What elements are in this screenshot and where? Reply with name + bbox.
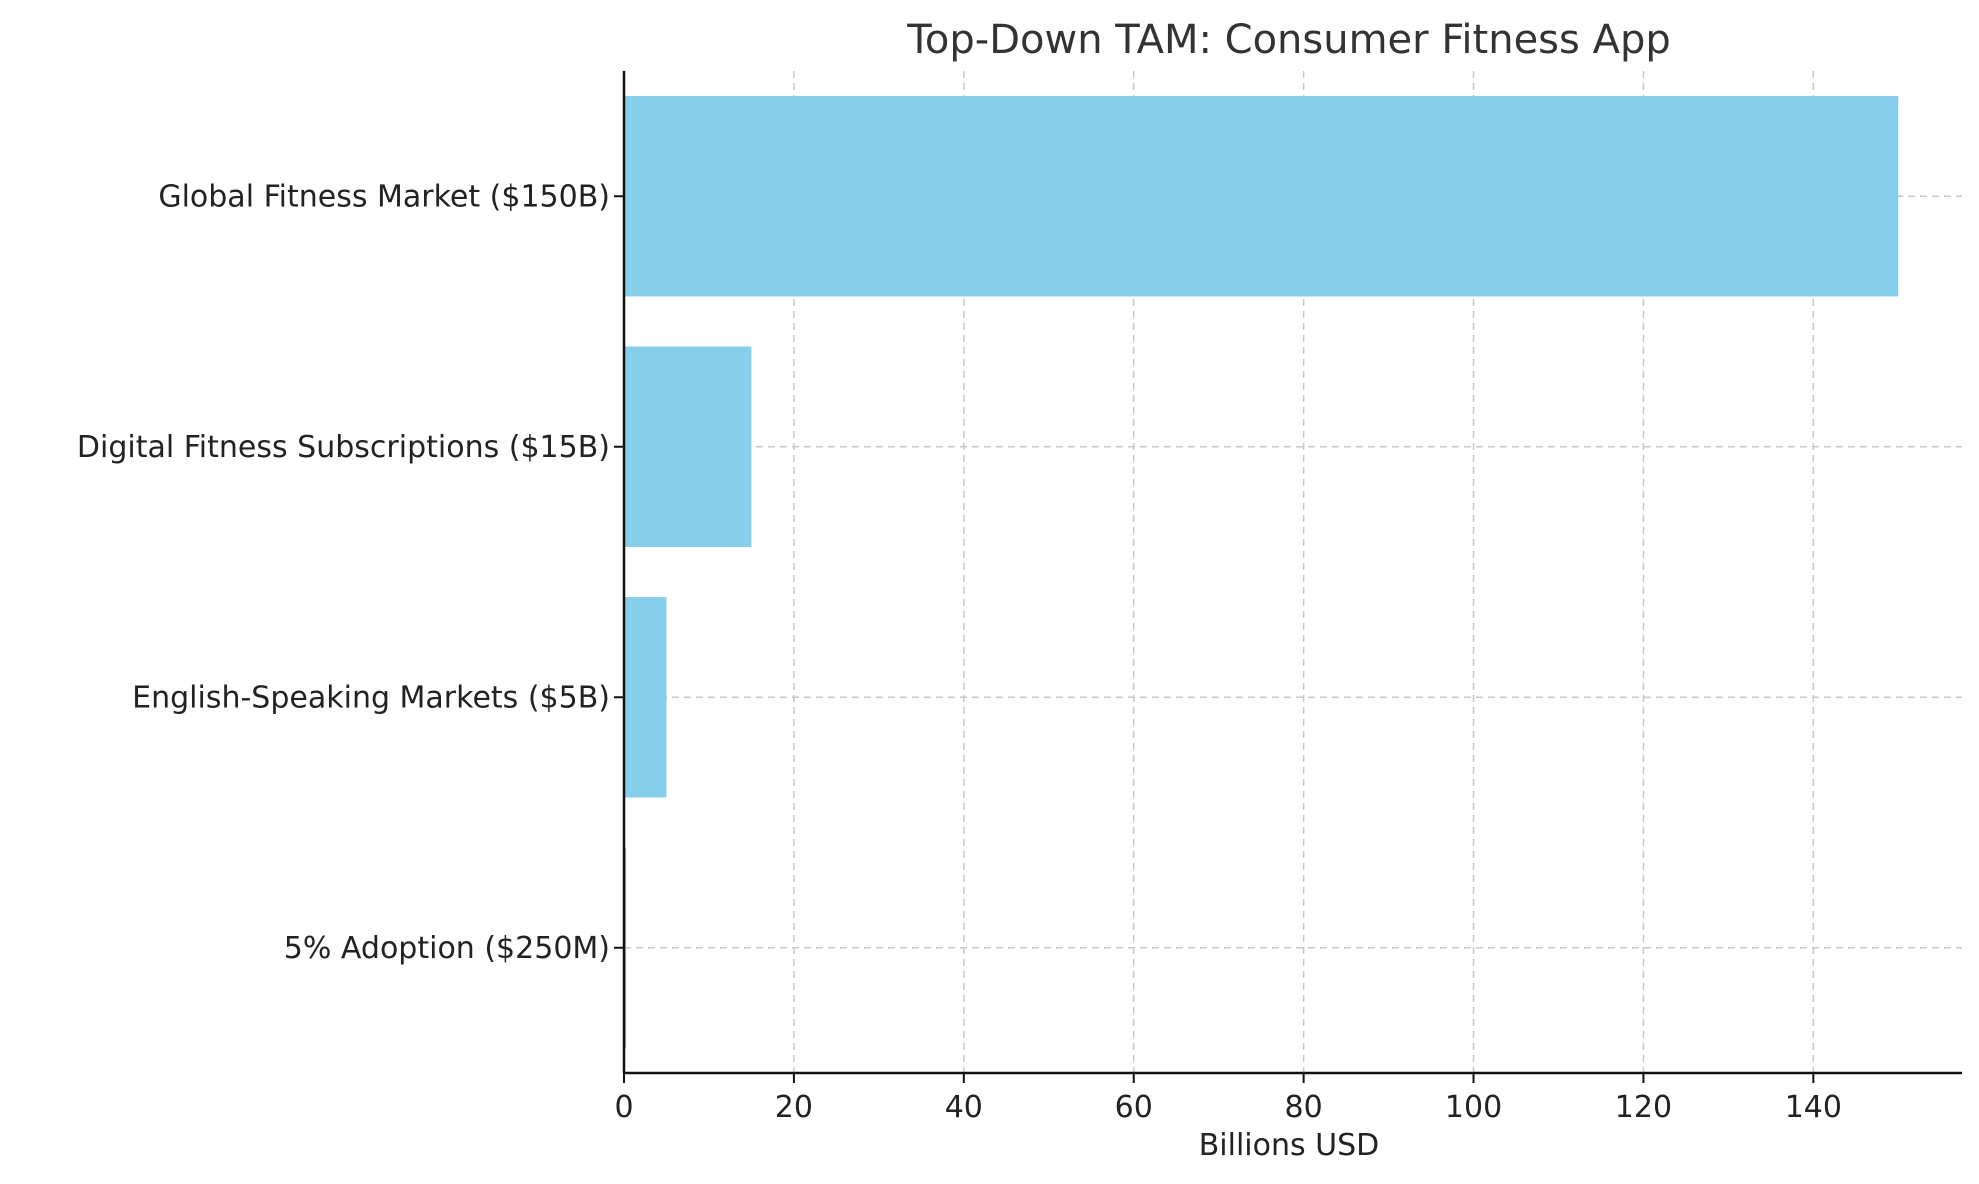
x-axis-label: Billions USD [1199,1128,1380,1163]
x-tick-label: 120 [1615,1090,1672,1125]
bars [624,96,1899,1048]
bar [624,346,752,547]
x-tick-label: 60 [1115,1090,1153,1125]
axes [614,71,1962,1083]
chart-title: Top-Down TAM: Consumer Fitness App [906,17,1670,63]
y-tick-label: English-Speaking Markets ($5B) [132,680,610,715]
y-tick-labels: Global Fitness Market ($150B) Digital Fit… [77,179,610,966]
y-tick-label: Digital Fitness Subscriptions ($15B) [77,430,610,465]
x-tick-label: 80 [1285,1090,1323,1125]
x-tick-label: 40 [945,1090,983,1125]
y-tick-label: Global Fitness Market ($150B) [158,179,610,214]
x-tick-labels: 0 20 40 60 80 100 120 140 [614,1090,1842,1125]
x-tick-label: 20 [775,1090,813,1125]
x-tick-label: 0 [614,1090,633,1125]
x-tick-label: 100 [1445,1090,1502,1125]
bar [624,597,667,798]
x-tick-label: 140 [1785,1090,1842,1125]
y-tick-label: 5% Adoption ($250M) [284,931,610,966]
grid-lines [623,71,1962,1073]
bar [624,96,1899,297]
